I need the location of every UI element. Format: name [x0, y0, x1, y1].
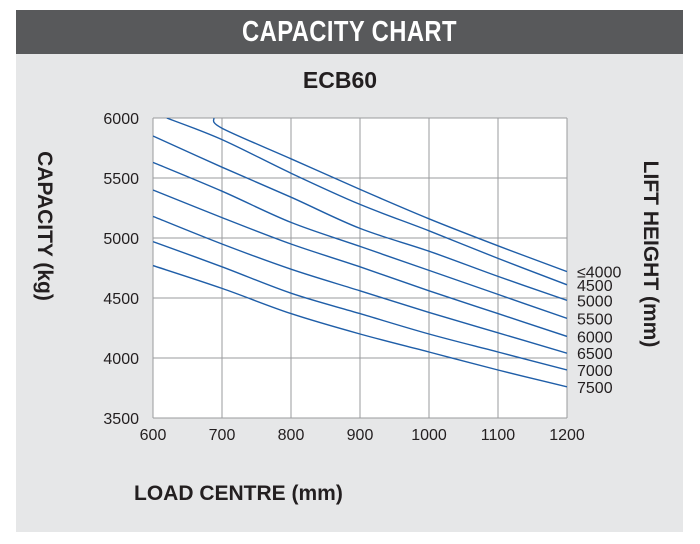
series-line-6: [153, 215, 567, 354]
series-line-4: [153, 161, 567, 320]
lift-height-label: 5000: [577, 293, 613, 310]
y-tick-label: 5500: [103, 171, 139, 188]
x-tick-label: 800: [278, 427, 305, 444]
x-axis-title: LOAD CENTRE (mm): [134, 482, 343, 505]
x-tick-label: 900: [347, 427, 374, 444]
series-line-8: [153, 264, 567, 388]
lift-height-label: 6500: [577, 346, 613, 363]
chart-header: CAPACITY CHART: [16, 10, 683, 54]
x-tick-label: 1100: [481, 427, 516, 444]
lift-height-label: 6000: [577, 329, 613, 346]
series-lines: [153, 118, 567, 388]
header-title: CAPACITY CHART: [242, 16, 457, 48]
chart-model-title: ECB60: [303, 67, 377, 93]
y-tick-label: 4000: [103, 351, 139, 368]
grid: [152, 117, 568, 419]
series-line-3: [153, 135, 567, 302]
x-tick-label: 1000: [411, 427, 447, 444]
lift-height-label: 7000: [577, 363, 613, 380]
x-tick-label: 700: [209, 427, 236, 444]
y-tick-label: 3500: [103, 411, 139, 428]
series-line-7: [153, 240, 567, 371]
series-line-1: [212, 118, 567, 273]
series-group: [153, 118, 567, 388]
y-tick-label: 6000: [103, 111, 139, 128]
lift-height-label: ≤4000: [577, 265, 621, 282]
x-tick-label: 1200: [549, 427, 585, 444]
lift-height-label: 4500: [577, 278, 613, 295]
series-line-5: [153, 189, 567, 338]
y2-axis-title: LIFT HEIGHT (mm): [639, 161, 662, 348]
x-tick-label: 600: [140, 427, 167, 444]
y-axis-title: CAPACITY (kg): [33, 151, 56, 301]
y-tick-labels: 3500 4000 4500 5000 5500 6000: [103, 111, 139, 428]
y-tick-label: 5000: [103, 231, 139, 248]
series-line-2: [166, 118, 567, 286]
lift-height-label: 7500: [577, 380, 613, 397]
lift-height-label: 5500: [577, 311, 613, 328]
y-tick-label: 4500: [103, 291, 139, 308]
x-tick-labels: 600 700 800 900 1000 1100 1200: [140, 427, 585, 444]
chart-panel: ECB60 3500 4000 4500 5000 5500 6000 600 700 800…: [16, 54, 683, 532]
